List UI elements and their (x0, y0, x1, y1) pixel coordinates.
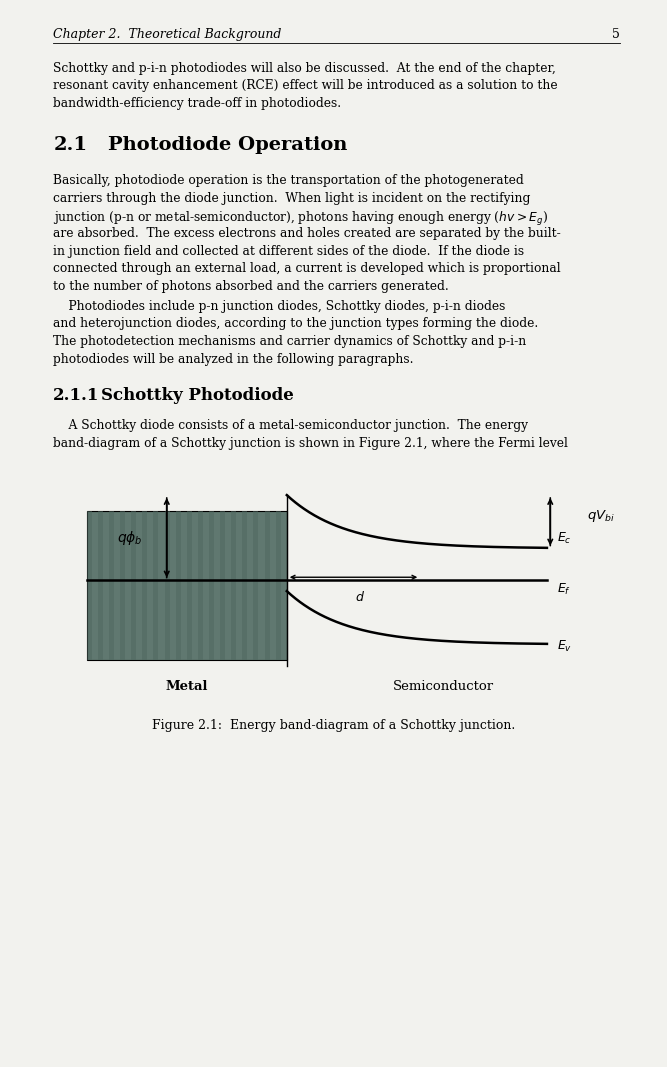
Text: are absorbed.  The excess electrons and holes created are separated by the built: are absorbed. The excess electrons and h… (53, 227, 561, 240)
Bar (131, 511, 136, 660)
Text: $q\phi_b$: $q\phi_b$ (117, 529, 143, 546)
Text: Schottky Photodiode: Schottky Photodiode (101, 387, 294, 404)
Text: carriers through the diode junction.  When light is incident on the rectifying: carriers through the diode junction. Whe… (53, 192, 531, 205)
Text: to the number of photons absorbed and the carriers generated.: to the number of photons absorbed and th… (53, 280, 449, 293)
Bar (253, 511, 259, 660)
Text: junction (p-n or metal-semiconductor), photons having enough energy ($hv > E_g$): junction (p-n or metal-semiconductor), p… (53, 209, 548, 227)
Text: Semiconductor: Semiconductor (393, 680, 494, 692)
Bar (175, 511, 181, 660)
Text: $qV_{bi}$: $qV_{bi}$ (587, 509, 615, 524)
Text: Metal: Metal (165, 680, 208, 692)
Text: 2.1.1: 2.1.1 (53, 387, 100, 404)
Text: $E_c$: $E_c$ (557, 531, 572, 546)
Text: $E_v$: $E_v$ (557, 639, 572, 654)
Bar (98, 511, 103, 660)
Text: Schottky and p-i-n photodiodes will also be discussed.  At the end of the chapte: Schottky and p-i-n photodiodes will also… (53, 62, 556, 75)
Text: 2.1: 2.1 (53, 136, 87, 154)
Bar (142, 511, 147, 660)
Text: 5: 5 (612, 28, 620, 41)
Bar (265, 511, 269, 660)
Text: $E_f$: $E_f$ (557, 582, 571, 596)
Text: A Schottky diode consists of a metal-semiconductor junction.  The energy: A Schottky diode consists of a metal-sem… (53, 419, 528, 432)
Bar (275, 511, 281, 660)
Bar (87, 511, 92, 660)
Text: and heterojunction diodes, according to the junction types forming the diode.: and heterojunction diodes, according to … (53, 317, 539, 331)
Text: The photodetection mechanisms and carrier dynamics of Schottky and p-i-n: The photodetection mechanisms and carrie… (53, 335, 527, 348)
Text: in junction field and collected at different sides of the diode.  If the diode i: in junction field and collected at diffe… (53, 244, 524, 258)
Bar (242, 511, 247, 660)
Text: connected through an external load, a current is developed which is proportional: connected through an external load, a cu… (53, 262, 561, 275)
Text: Figure 2.1:  Energy band-diagram of a Schottky junction.: Figure 2.1: Energy band-diagram of a Sch… (152, 719, 515, 732)
Bar (165, 511, 169, 660)
Text: bandwidth-efficiency trade-off in photodiodes.: bandwidth-efficiency trade-off in photod… (53, 97, 342, 110)
Bar (198, 511, 203, 660)
Bar (87, 511, 287, 660)
Text: Photodiodes include p-n junction diodes, Schottky diodes, p-i-n diodes: Photodiodes include p-n junction diodes,… (53, 300, 506, 313)
Bar (220, 511, 225, 660)
Text: $d$: $d$ (356, 590, 365, 604)
Text: band-diagram of a Schottky junction is shown in Figure 2.1, where the Fermi leve: band-diagram of a Schottky junction is s… (53, 436, 568, 450)
Bar (153, 511, 159, 660)
Text: Basically, photodiode operation is the transportation of the photogenerated: Basically, photodiode operation is the t… (53, 174, 524, 188)
Bar (120, 511, 125, 660)
Text: resonant cavity enhancement (RCE) effect will be introduced as a solution to the: resonant cavity enhancement (RCE) effect… (53, 79, 558, 93)
Bar (109, 511, 114, 660)
Text: Chapter 2.  Theoretical Background: Chapter 2. Theoretical Background (53, 28, 281, 41)
Bar (209, 511, 214, 660)
Text: Photodiode Operation: Photodiode Operation (108, 136, 348, 154)
Bar (187, 511, 192, 660)
Text: photodiodes will be analyzed in the following paragraphs.: photodiodes will be analyzed in the foll… (53, 352, 414, 366)
Bar (231, 511, 236, 660)
